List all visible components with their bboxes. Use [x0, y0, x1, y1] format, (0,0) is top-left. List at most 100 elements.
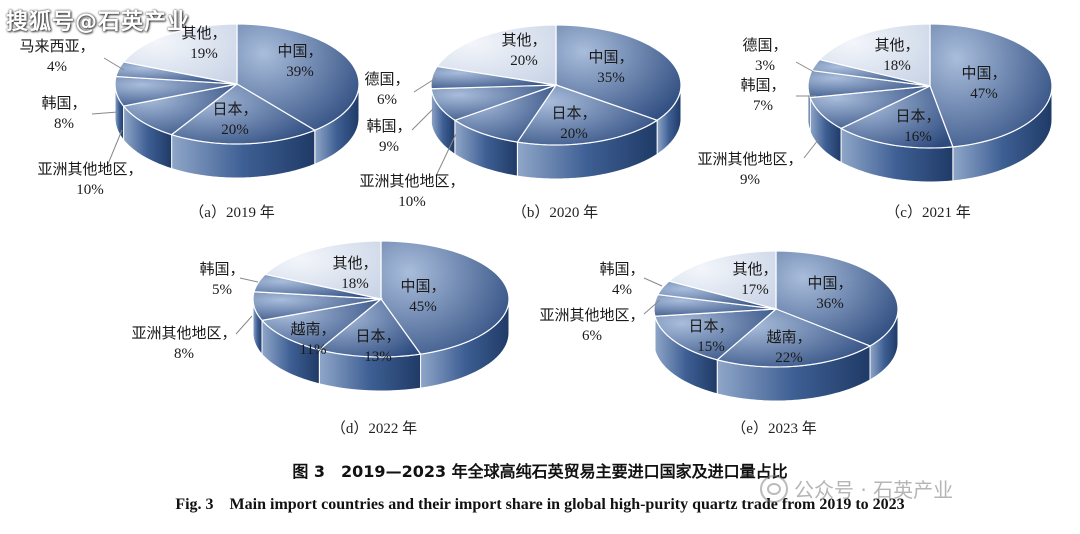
slice-value-5-3: 15% [697, 339, 725, 355]
slice-label-2-5: 德国， [364, 70, 409, 88]
pie-slice-5-6 [667, 250, 777, 310]
pie-slice-2-4 [430, 84, 557, 121]
slice-value-4-5: 5% [212, 282, 232, 298]
slice-label-5-3: 日本， [688, 317, 733, 335]
slice-value-2-3: 10% [398, 194, 426, 210]
leader-line-1-4 [91, 111, 119, 115]
slice-label-3-1: 中国， [961, 64, 1006, 82]
chart-subtitle-5: （e）2023 年 [731, 420, 816, 437]
chart-subtitle-4: （d）2022 年 [331, 420, 417, 437]
slice-value-5-2: 22% [775, 350, 803, 366]
slice-value-5-6: 17% [741, 282, 769, 298]
slice-label-5-4: 亚洲其他地区， [539, 306, 644, 324]
leader-line-4-4 [235, 315, 253, 335]
pie-slice-5-2 [715, 308, 872, 368]
slice-label-3-4: 韩国， [740, 76, 785, 94]
pie-slice-1-4 [114, 75, 238, 107]
slice-label-1-2: 日本， [212, 100, 257, 118]
pie-slice-3-1 [929, 23, 1053, 148]
pie-chart-2: 中国， 35% 日本， 20% 亚洲其他地区， 10% 韩国， 9% 德国， 6% 其他， 20% （b… [359, 24, 682, 221]
slice-value-4-4: 8% [174, 346, 194, 362]
slice-value-4-1: 45% [409, 299, 437, 315]
pie-slice-3-4 [807, 69, 931, 99]
slice-value-2-4: 9% [379, 139, 399, 155]
wechat-icon [760, 474, 788, 503]
slice-value-5-5: 4% [612, 282, 632, 298]
pie-slice-4-6 [263, 240, 382, 300]
pie-slice-5-3 [654, 308, 778, 361]
figure-caption-cn: 图 3 2019—2023 年全球高纯石英贸易主要进口国家及进口量占比 [292, 462, 788, 481]
pie-slice-3-2 [839, 85, 954, 149]
slice-value-1-2: 20% [221, 122, 249, 138]
slice-value-5-4: 6% [582, 328, 602, 344]
slice-label-1-5: 马来西亚， [19, 37, 94, 55]
slice-value-1-5: 4% [47, 59, 67, 75]
pie-slice-2-6 [436, 24, 557, 86]
pie-slice-4-3 [260, 298, 384, 351]
watermark-top: 搜狐号@石英产业 [6, 10, 191, 35]
slice-value-3-4: 7% [753, 98, 773, 114]
pie-slice-5-5 [656, 280, 777, 310]
slice-label-2-2: 日本， [551, 104, 596, 122]
pie-chart-3: 中国， 47% 日本， 16% 亚洲其他地区， 9% 韩国， 7% 德国， 3% 其他， 18% （c）… [697, 23, 1053, 221]
pie-slice-3-3 [809, 85, 931, 130]
pie-slice-4-1 [380, 240, 510, 355]
pie-slice-1-3 [122, 83, 238, 136]
chart-subtitle-2: （b）2020 年 [512, 204, 598, 221]
slice-value-3-1: 47% [970, 86, 998, 102]
slice-label-5-6: 其他， [732, 260, 777, 278]
slice-label-5-5: 韩国， [599, 260, 644, 278]
slice-value-1-3: 10% [76, 182, 104, 198]
slice-value-2-6: 20% [510, 53, 538, 69]
leader-line-2-5 [413, 77, 437, 93]
leader-line-5-4 [643, 299, 661, 315]
slice-value-4-3: 11% [300, 342, 327, 358]
pie-chart-1: 中国， 39% 日本， 20% 亚洲其他地区， 10% 韩国， 8% 马来西亚， 4% 其他， 19%… [19, 23, 360, 221]
slice-value-5-1: 36% [816, 296, 844, 312]
leader-line-1-5 [103, 57, 125, 71]
slice-label-4-6: 其他， [332, 254, 377, 272]
slice-label-4-3: 越南， [290, 320, 335, 338]
pie-slice-1-1 [236, 23, 360, 131]
slice-value-3-5: 3% [755, 58, 775, 74]
pie-chart-4: 中国， 45% 日本， 13% 越南， 11% 亚洲其他地区， 8% 韩国， 5% 其他， 18% （d… [131, 240, 510, 437]
pie-slice-2-1 [555, 24, 682, 121]
slice-label-5-2: 越南， [766, 328, 811, 346]
pie-slice-2-2 [516, 84, 659, 146]
pie-slice-2-3 [453, 83, 558, 143]
slice-value-2-5: 6% [377, 92, 397, 108]
pie-slice-3-6 [818, 23, 931, 87]
slice-label-2-3: 亚洲其他地区， [359, 172, 464, 190]
slice-value-4-2: 13% [364, 349, 392, 365]
slice-label-3-6: 其他， [874, 36, 919, 54]
pie-slice-2-5 [430, 65, 557, 90]
slice-value-3-2: 16% [904, 129, 932, 145]
slice-value-2-1: 35% [597, 70, 625, 86]
slice-label-3-3: 亚洲其他地区， [697, 150, 802, 168]
slice-label-4-4: 亚洲其他地区， [131, 324, 236, 342]
slice-label-3-2: 日本， [895, 107, 940, 125]
slice-value-3-6: 18% [883, 58, 911, 74]
leader-line-2-3 [435, 133, 457, 177]
slice-label-4-2: 日本， [355, 327, 400, 345]
slice-label-1-3: 亚洲其他地区， [37, 160, 142, 178]
slice-label-2-1: 中国， [588, 48, 633, 66]
pie-slice-4-2 [318, 298, 422, 358]
pie-slice-1-6 [122, 23, 238, 85]
leader-line-3-3 [803, 139, 819, 159]
leader-line-1-3 [107, 129, 123, 165]
slice-value-2-2: 20% [560, 126, 588, 142]
leader-line-4-5 [239, 277, 259, 283]
leader-line-3-5 [795, 61, 815, 73]
pie-slice-5-1 [775, 250, 899, 347]
slice-label-4-5: 韩国， [199, 260, 244, 278]
watermark-bottom: 公众号 · 石英产业 [760, 474, 953, 503]
leader-line-2-4 [411, 107, 435, 131]
slice-label-5-1: 中国， [807, 274, 852, 292]
slice-value-1-1: 39% [286, 64, 314, 80]
slice-value-4-6: 18% [341, 276, 369, 292]
slice-value-1-4: 8% [54, 116, 74, 132]
slice-label-4-1: 中国， [400, 277, 445, 295]
slice-label-1-1: 中国， [277, 42, 322, 60]
